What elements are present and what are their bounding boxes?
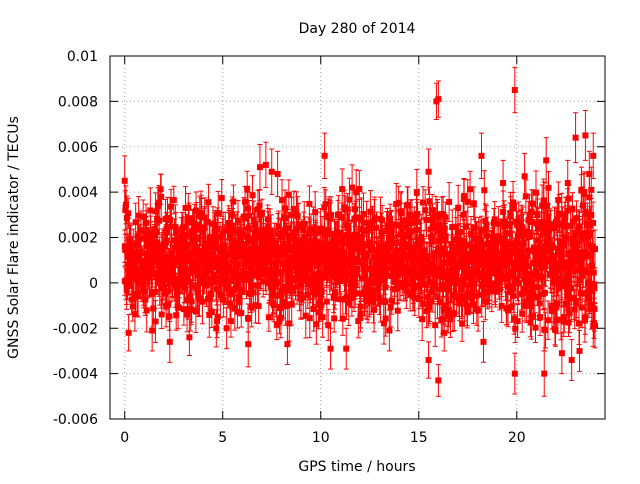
point-marker (181, 306, 187, 312)
point-marker (379, 217, 385, 223)
point-marker (267, 228, 273, 234)
point-marker (230, 199, 236, 205)
point-marker (320, 314, 326, 320)
point-marker (159, 311, 165, 317)
point-marker (228, 318, 234, 324)
point-marker (356, 186, 362, 192)
point-marker (208, 291, 214, 297)
point-marker (171, 197, 177, 203)
point-marker (384, 266, 390, 272)
point-marker (395, 308, 401, 314)
point-marker (158, 186, 164, 192)
point-marker (337, 296, 343, 302)
point-marker (244, 186, 250, 192)
point-marker (374, 225, 380, 231)
point-marker (325, 322, 331, 328)
point-marker (323, 201, 329, 207)
point-marker (252, 222, 258, 228)
point-marker (250, 192, 256, 198)
point-marker (383, 315, 389, 321)
point-marker (164, 229, 170, 235)
point-marker (389, 298, 395, 304)
point-marker (158, 194, 164, 200)
point-marker (215, 210, 221, 216)
point-marker (166, 313, 172, 319)
point-marker (388, 304, 394, 310)
point-marker (125, 210, 131, 216)
point-marker (245, 315, 251, 321)
point-marker (306, 201, 312, 207)
point-marker (167, 217, 173, 223)
point-marker (282, 205, 288, 211)
data-points (122, 67, 598, 396)
point-marker (256, 303, 262, 309)
point-marker (340, 316, 346, 322)
point-marker (147, 207, 153, 213)
point-marker (331, 315, 337, 321)
point-marker (387, 216, 393, 222)
point-marker (144, 307, 150, 313)
point-marker (328, 212, 334, 218)
point-marker (153, 319, 159, 325)
point-marker (213, 325, 219, 331)
point-marker (346, 197, 352, 203)
point-marker (358, 304, 364, 310)
point-marker (205, 199, 211, 205)
point-marker (301, 221, 307, 227)
chart-title: Day 280 of 2014 (299, 21, 416, 37)
point-marker (259, 211, 265, 217)
point-marker (289, 301, 295, 307)
data-point (286, 180, 292, 210)
point-marker (286, 192, 292, 198)
point-marker (219, 195, 225, 201)
point-marker (324, 299, 330, 305)
point-marker (331, 295, 337, 301)
point-marker (215, 314, 221, 320)
point-marker (307, 315, 313, 321)
point-marker (189, 298, 195, 304)
